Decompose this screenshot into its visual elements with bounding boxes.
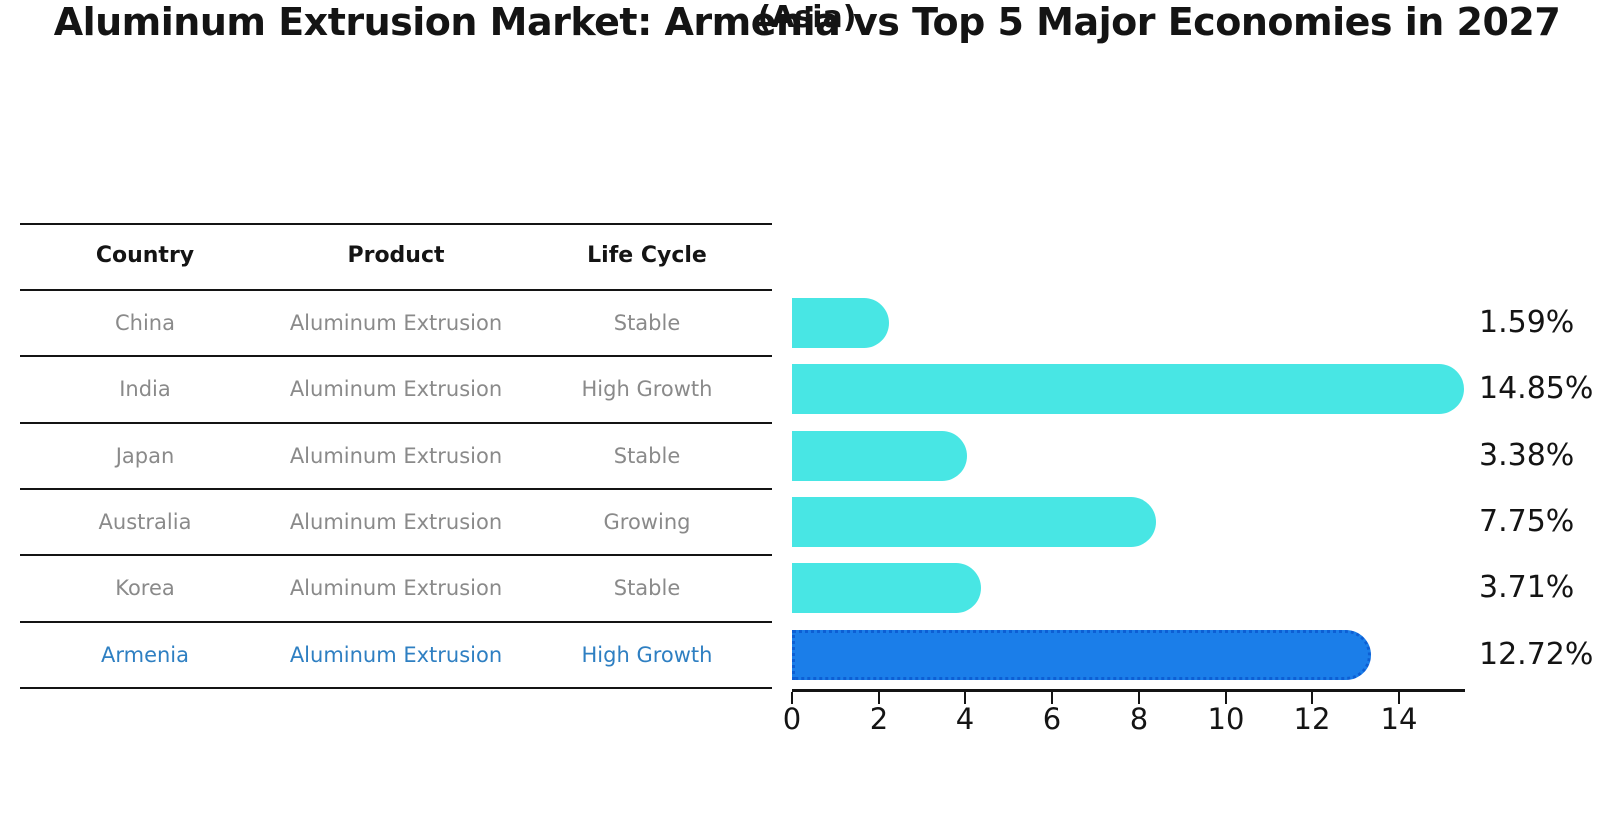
- x-tick-mark: [964, 692, 966, 704]
- table-row-japan: Japan Aluminum Extrusion Stable: [20, 439, 772, 473]
- bar-australia: [792, 497, 1156, 547]
- cell-country: Japan: [115, 444, 175, 468]
- bar-india: [792, 364, 1464, 414]
- cell-life-cycle: High Growth: [581, 377, 713, 401]
- cell-country: Armenia: [100, 643, 190, 667]
- table-divider-line: [20, 687, 772, 689]
- table-row-australia: Australia Aluminum Extrusion Growing: [20, 505, 772, 539]
- cell-product: Aluminum Extrusion: [289, 510, 503, 534]
- x-tick-label: 14: [1380, 702, 1418, 736]
- cell-country: India: [119, 377, 171, 401]
- x-tick-label: 8: [1129, 702, 1149, 736]
- value-label-armenia: 12.72%: [1479, 637, 1594, 672]
- value-label-korea: 3.71%: [1479, 570, 1575, 605]
- cell-product: Aluminum Extrusion: [289, 311, 503, 335]
- x-tick-label: 4: [955, 702, 975, 736]
- table-row-korea: Korea Aluminum Extrusion Stable: [20, 571, 772, 605]
- cell-product: Aluminum Extrusion: [289, 576, 503, 600]
- value-label-china: 1.59%: [1479, 305, 1575, 340]
- x-tick-mark: [1311, 692, 1313, 704]
- table-divider-line: [20, 289, 772, 291]
- bar-japan: [792, 431, 967, 481]
- table-divider-line: [20, 554, 772, 556]
- x-tick-label: 2: [869, 702, 889, 736]
- cell-life-cycle: Stable: [613, 444, 681, 468]
- x-tick-label: 0: [782, 702, 802, 736]
- table-divider-line: [20, 355, 772, 357]
- cell-life-cycle: Stable: [613, 576, 681, 600]
- x-tick-label: 6: [1042, 702, 1062, 736]
- bar-china: [792, 298, 889, 348]
- column-header-life-cycle: Life Cycle: [587, 243, 707, 268]
- column-header-country: Country: [95, 243, 195, 268]
- cell-product: Aluminum Extrusion: [289, 444, 503, 468]
- value-label-india: 14.85%: [1479, 371, 1594, 406]
- cell-product: Aluminum Extrusion: [289, 377, 503, 401]
- chart-subtitle: (Asia): [757, 0, 857, 35]
- x-tick-mark: [1225, 692, 1227, 704]
- table-divider-line: [20, 223, 772, 225]
- x-tick-mark: [1051, 692, 1053, 704]
- x-tick-mark: [878, 692, 880, 704]
- table-header-row: Country Product Life Cycle: [20, 239, 772, 273]
- cell-country: Australia: [98, 510, 192, 534]
- table-divider-line: [20, 422, 772, 424]
- value-label-australia: 7.75%: [1479, 504, 1575, 539]
- bar-korea: [792, 563, 981, 613]
- cell-life-cycle: Stable: [613, 311, 681, 335]
- column-header-product: Product: [347, 243, 445, 268]
- cell-product: Aluminum Extrusion: [289, 643, 503, 667]
- table-divider-line: [20, 621, 772, 623]
- bar-armenia: [792, 630, 1371, 680]
- table-row-india: India Aluminum Extrusion High Growth: [20, 372, 772, 406]
- cell-country: China: [115, 311, 175, 335]
- x-tick-mark: [791, 692, 793, 704]
- table-divider-line: [20, 488, 772, 490]
- x-tick-mark: [1398, 692, 1400, 704]
- cell-life-cycle: High Growth: [581, 643, 713, 667]
- table-row-china: China Aluminum Extrusion Stable: [20, 306, 772, 340]
- x-tick-mark: [1138, 692, 1140, 704]
- table-row-armenia: Armenia Aluminum Extrusion High Growth: [20, 638, 772, 672]
- x-tick-label: 12: [1293, 702, 1331, 736]
- chart-title: Aluminum Extrusion Market: Armenia vs To…: [53, 0, 1561, 44]
- x-axis-line: [792, 689, 1465, 692]
- x-tick-label: 10: [1207, 702, 1245, 736]
- value-label-japan: 3.38%: [1479, 438, 1575, 473]
- cell-country: Korea: [115, 576, 175, 600]
- cell-life-cycle: Growing: [603, 510, 691, 534]
